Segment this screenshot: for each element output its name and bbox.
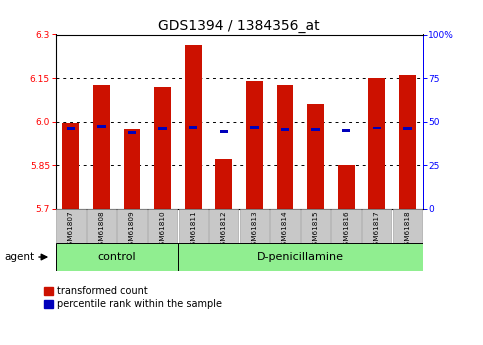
Bar xyxy=(178,243,423,271)
Text: GSM61808: GSM61808 xyxy=(99,210,104,250)
Bar xyxy=(393,209,422,243)
Text: GSM61817: GSM61817 xyxy=(374,210,380,250)
Text: control: control xyxy=(98,252,136,262)
Bar xyxy=(369,78,385,209)
Bar xyxy=(215,159,232,209)
Bar xyxy=(246,81,263,209)
Text: GSM61816: GSM61816 xyxy=(343,210,349,250)
Bar xyxy=(189,126,198,129)
Bar xyxy=(148,209,177,243)
Text: GSM61809: GSM61809 xyxy=(129,210,135,250)
Text: GSM61818: GSM61818 xyxy=(404,210,411,250)
Bar xyxy=(307,104,324,209)
Text: GSM61807: GSM61807 xyxy=(68,210,74,250)
Bar xyxy=(277,85,293,209)
Text: GSM61813: GSM61813 xyxy=(251,210,257,250)
Text: GSM61815: GSM61815 xyxy=(313,210,319,250)
Bar xyxy=(154,87,171,209)
Text: GSM61810: GSM61810 xyxy=(159,210,166,250)
Bar xyxy=(97,125,106,128)
Text: GSM61812: GSM61812 xyxy=(221,210,227,250)
Bar xyxy=(220,130,228,133)
Bar xyxy=(179,209,208,243)
Bar xyxy=(117,209,147,243)
Text: GSM61811: GSM61811 xyxy=(190,210,196,250)
Bar xyxy=(281,128,289,131)
Legend: transformed count, percentile rank within the sample: transformed count, percentile rank withi… xyxy=(43,286,222,309)
Bar xyxy=(62,123,79,209)
Bar xyxy=(124,129,141,209)
Bar xyxy=(240,209,269,243)
Bar xyxy=(312,128,320,131)
Bar xyxy=(403,127,412,130)
Bar xyxy=(338,165,355,209)
Text: GSM61814: GSM61814 xyxy=(282,210,288,250)
Bar xyxy=(250,126,258,129)
Bar xyxy=(128,131,136,134)
Bar xyxy=(270,209,299,243)
Bar xyxy=(56,243,178,271)
Bar xyxy=(209,209,239,243)
Bar xyxy=(185,45,201,209)
Bar xyxy=(399,75,416,209)
Bar xyxy=(87,209,116,243)
Bar xyxy=(372,127,381,129)
Bar xyxy=(301,209,330,243)
Bar xyxy=(93,85,110,209)
Text: D-penicillamine: D-penicillamine xyxy=(257,252,344,262)
Title: GDS1394 / 1384356_at: GDS1394 / 1384356_at xyxy=(158,19,320,33)
Bar xyxy=(56,209,85,243)
Bar xyxy=(342,129,350,132)
Text: agent: agent xyxy=(4,252,35,262)
Bar xyxy=(362,209,391,243)
Bar xyxy=(158,127,167,130)
Bar xyxy=(67,127,75,130)
Bar xyxy=(331,209,361,243)
